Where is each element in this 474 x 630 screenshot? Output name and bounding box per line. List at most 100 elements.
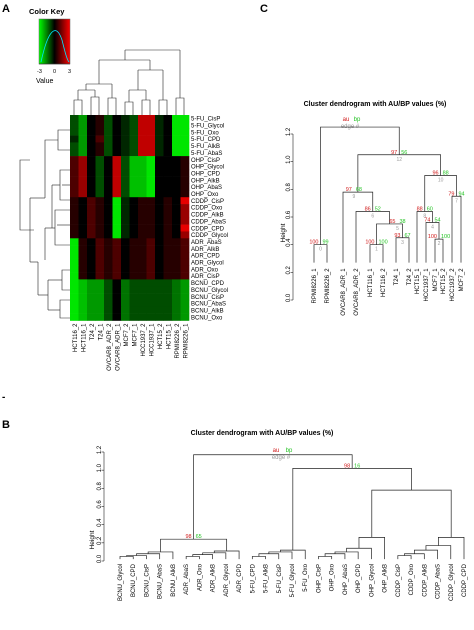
- heatmap-cell: [163, 169, 173, 177]
- dendrogram-leaf-label: HCC1937_2: [450, 268, 456, 302]
- heatmap-cell: [87, 258, 96, 266]
- dendrogram-branch: [192, 554, 213, 560]
- heatmap-cell: [163, 142, 173, 150]
- heatmap-cell: [155, 142, 164, 150]
- heatmap-cell: [146, 293, 156, 301]
- heatmap-cell: [121, 252, 130, 260]
- heatmap-cell: [104, 128, 113, 136]
- heatmap-cell: [146, 252, 156, 260]
- heatmap-cell: [95, 293, 105, 301]
- dendrogram-leaf-label: CDDP_CPD: [462, 563, 468, 597]
- dendrogram-leaf-label: HCT15_1: [415, 268, 421, 294]
- heatmap-cell: [87, 279, 96, 287]
- heatmap-cell: [87, 217, 96, 225]
- heatmap-cell: [70, 245, 79, 253]
- heatmap-cell: [146, 286, 156, 294]
- heatmap-row-label: BCNU_Oxo: [191, 315, 223, 321]
- heatmap-cell: [78, 169, 88, 177]
- heatmap-cell: [155, 169, 164, 177]
- heatmap-cell: [129, 217, 139, 225]
- heatmap-cell: [112, 293, 122, 301]
- heatmap-cell: [87, 162, 96, 171]
- dendrogram-branch: [147, 551, 174, 560]
- heatmap-cell: [70, 293, 79, 301]
- heatmap-row-label: CDDP_Oxo: [191, 206, 223, 212]
- panel-b-tree: 98 16 98 65: [119, 454, 465, 560]
- heatmap-cell: [121, 265, 130, 273]
- heatmap-cell: [138, 217, 147, 225]
- dendrogram-leaf-label: CDDP_AbaS: [436, 564, 442, 599]
- heatmap-cell: [163, 128, 173, 136]
- heatmap-cell: [104, 176, 113, 184]
- heatmap-cell: [112, 272, 122, 280]
- heatmap-cell: [70, 238, 79, 246]
- edge-number: 9: [352, 194, 355, 200]
- heatmap-cell: [78, 135, 88, 143]
- heatmap-cell: [112, 258, 122, 266]
- heatmap-cell: [112, 306, 122, 314]
- heatmap-cell: [104, 231, 113, 239]
- heatmap-cell: [138, 313, 147, 321]
- dendrogram-branch: [158, 99, 168, 115]
- heatmap-cell: [78, 313, 88, 321]
- heatmap-cell: [146, 217, 156, 225]
- heatmap-cell: [112, 231, 122, 239]
- heatmap-cell: [180, 135, 190, 143]
- heatmap-cell: [146, 265, 156, 273]
- heatmap-cell: [129, 279, 139, 287]
- heatmap-cell: [163, 293, 173, 301]
- heatmap-cell: [87, 306, 96, 314]
- heatmap-cell: [112, 265, 122, 273]
- heatmap-row-label: BCNU_Glycol: [191, 288, 228, 294]
- heatmap-cell: [163, 197, 173, 205]
- heatmap-cell: [146, 238, 156, 246]
- heatmap-cell: [87, 142, 96, 150]
- heatmap-cell: [163, 149, 173, 157]
- heatmap-cell: [112, 224, 122, 232]
- heatmap-cell: [155, 279, 164, 287]
- heatmap-cell: [155, 238, 164, 246]
- dendrogram-leaf-label: T24_2: [407, 268, 413, 286]
- color-key-tick-min: -3: [37, 69, 42, 75]
- color-key-tick-mid: 0: [53, 69, 56, 75]
- heatmap-row-label: CDDP_CPD: [191, 226, 225, 232]
- heatmap-cell: [104, 293, 113, 301]
- heatmap-cell: [172, 121, 181, 129]
- heatmap-cell: [172, 169, 181, 177]
- heatmap-cell: [78, 149, 88, 157]
- dendrogram-branch: [193, 454, 353, 540]
- heatmap-cell: [172, 299, 181, 308]
- heatmap-row-label: CDDP_AlkB: [191, 213, 224, 219]
- heatmap-cell: [163, 183, 173, 191]
- heatmap-cell: [129, 210, 139, 219]
- heatmap-cell: [138, 286, 147, 294]
- dendrogram-branch: [292, 468, 412, 551]
- panel-b-legend-edge: edge #: [272, 455, 291, 461]
- heatmap-cell: [146, 128, 156, 136]
- bp-value: 54: [435, 218, 441, 224]
- au-value: 100: [365, 240, 374, 246]
- heatmap-cell: [70, 258, 79, 266]
- dendrogram-leaf-label: 5-FU_CisP: [277, 564, 283, 593]
- heatmap-cell: [155, 293, 164, 301]
- heatmap-cell: [112, 121, 122, 129]
- heatmap-row-label: 5-FU_Oxo: [191, 130, 219, 136]
- heatmap-cell: [146, 183, 156, 191]
- edge-number: 8: [423, 213, 426, 219]
- dendrogram-branch: [397, 555, 412, 560]
- heatmap-cell: [163, 156, 173, 164]
- heatmap-cell: [129, 313, 139, 321]
- heatmap-cell: [78, 115, 88, 123]
- dendrogram-branch: [73, 99, 83, 115]
- heatmap-cell: [87, 197, 96, 205]
- heatmap-cell: [155, 162, 164, 171]
- heatmap-cell: [129, 149, 139, 157]
- heatmap-cell: [180, 258, 190, 266]
- heatmap-cell: [163, 217, 173, 225]
- heatmap-cell: [163, 238, 173, 246]
- heatmap-cell: [146, 231, 156, 239]
- dendrogram-branch: [175, 97, 185, 115]
- au-value: 98: [185, 534, 191, 540]
- dendrogram-branch: [126, 555, 147, 560]
- heatmap-cell: [95, 252, 105, 260]
